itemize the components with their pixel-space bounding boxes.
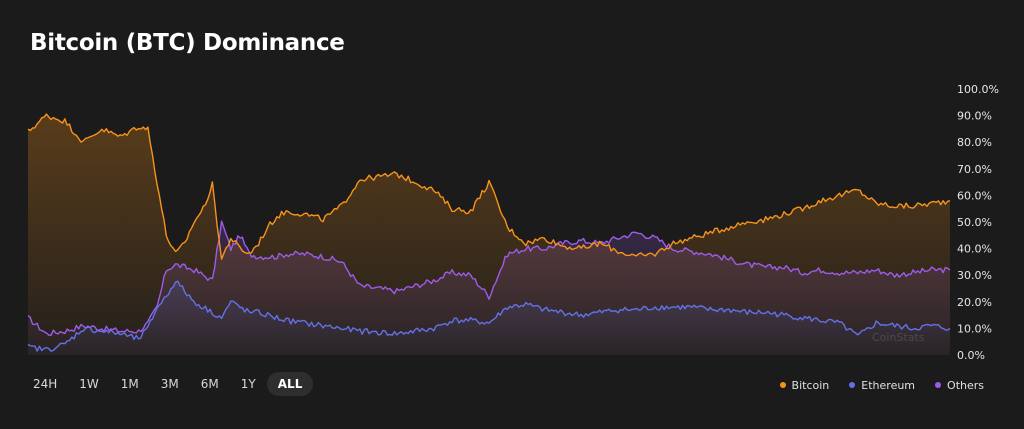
legend-item-ethereum[interactable]: Ethereum: [849, 379, 915, 392]
legend-dot-icon: [849, 382, 856, 388]
y-tick-label: 40.0%: [957, 243, 992, 256]
y-tick-label: 80.0%: [957, 136, 992, 149]
legend-dot-icon: [935, 382, 942, 388]
range-3m-button[interactable]: 3M: [160, 377, 179, 391]
time-range-selector: 24H 1W 1M 3M 6M 1Y ALL: [22, 372, 314, 396]
range-24h-button[interactable]: 24H: [33, 377, 58, 391]
legend-label: Ethereum: [861, 378, 916, 392]
chart-legend: Bitcoin Ethereum Others: [779, 376, 984, 394]
y-tick-label: 90.0%: [957, 110, 992, 123]
bitcoin-line[interactable]: [27, 113, 951, 260]
chart-title: Bitcoin (BTC) Dominance: [30, 30, 345, 56]
series-areas: [28, 114, 950, 355]
legend-dot-icon: [779, 382, 786, 388]
y-tick-label: 50.0%: [957, 216, 992, 229]
legend-item-others[interactable]: Others: [935, 379, 984, 392]
others-line[interactable]: [27, 220, 951, 336]
y-tick-label: 0.0%: [957, 349, 985, 362]
range-1w-button[interactable]: 1W: [79, 377, 99, 391]
bitcoin-area: [28, 114, 950, 355]
range-1y-button[interactable]: 1Y: [240, 377, 256, 391]
range-1m-button[interactable]: 1M: [120, 377, 139, 391]
ethereum-area: [28, 281, 950, 355]
legend-item-bitcoin[interactable]: Bitcoin: [779, 378, 830, 392]
y-tick-label: 30.0%: [957, 269, 992, 282]
range-6m-button[interactable]: 6M: [200, 377, 219, 391]
series-lines: [27, 113, 951, 352]
range-all-button[interactable]: ALL: [266, 372, 314, 396]
watermark-text: CoinStats: [872, 331, 925, 344]
y-tick-label: 60.0%: [957, 189, 992, 202]
y-tick-label: 10.0%: [957, 322, 992, 335]
y-tick-label: 70.0%: [957, 163, 992, 176]
legend-label: Bitcoin: [791, 378, 830, 392]
legend-label: Others: [947, 378, 984, 392]
y-axis: 0.0% 10.0% 20.0% 30.0% 40.0% 50.0% 60.0% 70.0% 8…: [957, 83, 999, 362]
ethereum-line[interactable]: [27, 280, 951, 352]
y-tick-label: 20.0%: [957, 296, 992, 309]
y-tick-label: 100.0%: [957, 83, 999, 96]
